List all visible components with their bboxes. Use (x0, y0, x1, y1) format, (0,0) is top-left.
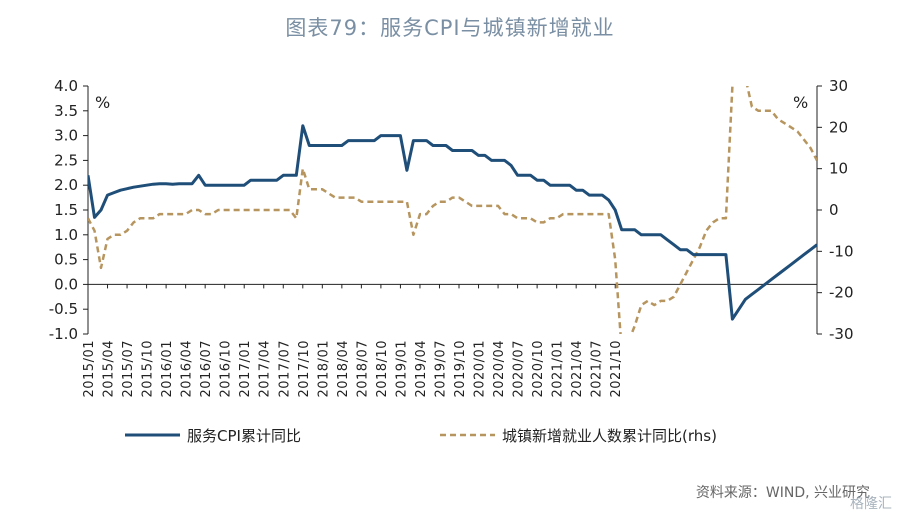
left-axis-unit: % (95, 93, 110, 112)
x-tick-label: 2016/10 (219, 340, 234, 398)
x-tick-label: 2015/01 (82, 340, 97, 398)
x-tick-label: 2016/01 (160, 340, 175, 398)
x-tick-label: 2015/04 (102, 340, 117, 398)
left-tick-label: 2.5 (54, 151, 78, 169)
x-tick-label: 2019/04 (414, 340, 429, 398)
x-tick-label: 2020/07 (512, 340, 527, 398)
x-tick-label: 2016/07 (199, 340, 214, 398)
left-tick-label: 3.0 (54, 127, 78, 145)
x-tick-label: 2018/01 (316, 340, 331, 398)
left-tick-label: -1.0 (49, 325, 78, 343)
x-tick-label: 2020/01 (473, 340, 488, 398)
right-tick-label: 20 (829, 118, 848, 136)
x-tick-label: 2020/10 (531, 340, 546, 398)
right-tick-label: 0 (829, 201, 839, 219)
left-tick-label: 1.5 (54, 201, 78, 219)
x-tick-label: 2019/01 (394, 340, 409, 398)
left-tick-label: 1.0 (54, 226, 78, 244)
x-tick-label: 2018/07 (355, 340, 370, 398)
x-tick-label: 2015/10 (141, 340, 156, 398)
left-tick-label: 3.5 (54, 102, 78, 120)
right-tick-label: -10 (829, 242, 854, 260)
right-tick-label: -30 (829, 325, 854, 343)
x-tick-label: 2019/10 (453, 340, 468, 398)
legend-label-employment: 城镇新增就业人数累计同比(rhs) (502, 427, 717, 445)
right-tick-label: 10 (829, 160, 848, 178)
x-tick-label: 2016/04 (180, 340, 195, 398)
x-tick-label: 2017/10 (297, 340, 312, 398)
x-tick-label: 2017/07 (277, 340, 292, 398)
x-tick-label: 2019/07 (433, 340, 448, 398)
x-tick-label: 2020/04 (492, 340, 507, 398)
legend-label-service-cpi: 服务CPI累计同比 (187, 427, 301, 445)
x-tick-label: 2021/10 (609, 340, 624, 398)
left-tick-label: 4.0 (54, 77, 78, 95)
x-tick-label: 2021/01 (551, 340, 566, 398)
x-tick-label: 2018/10 (375, 340, 390, 398)
right-axis-unit: % (793, 93, 808, 112)
left-tick-label: -0.5 (49, 300, 78, 318)
left-tick-label: 0.0 (54, 275, 78, 293)
chart-title: 图表79：服务CPI与城镇新增就业 (285, 16, 615, 40)
right-tick-label: 30 (829, 77, 848, 95)
x-tick-label: 2021/04 (570, 340, 585, 398)
x-tick-label: 2017/04 (258, 340, 273, 398)
left-tick-label: 2.0 (54, 176, 78, 194)
left-tick-label: 0.5 (54, 251, 78, 269)
right-tick-label: -20 (829, 284, 854, 302)
x-tick-label: 2015/07 (121, 340, 136, 398)
watermark-logo: 格隆汇 (850, 496, 892, 512)
x-tick-label: 2017/01 (238, 340, 253, 398)
x-tick-label: 2021/07 (590, 340, 605, 398)
source-note: 资料来源：WIND, 兴业研究 (695, 485, 870, 501)
series-line-service-cpi (88, 124, 817, 321)
x-tick-label: 2018/04 (336, 340, 351, 398)
series-line-employment (88, 86, 817, 334)
